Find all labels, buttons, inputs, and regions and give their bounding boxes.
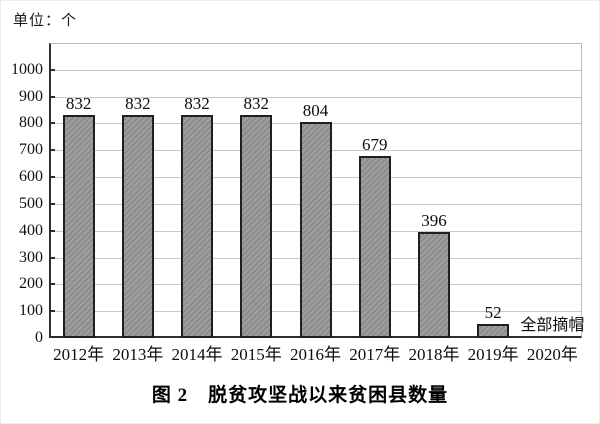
bar-value-label: 679 — [361, 134, 388, 154]
y-tick-label: 100 — [19, 302, 43, 320]
y-tick-label: 200 — [19, 275, 43, 293]
y-tick-label: 900 — [19, 87, 43, 105]
y-tick-mark — [49, 149, 55, 152]
unit-label: 单位：个 — [13, 13, 78, 29]
y-tick-label: 300 — [19, 248, 43, 266]
gridline — [51, 96, 581, 98]
y-tick-mark — [49, 283, 55, 286]
annotation-label: 全部摘帽 — [520, 317, 585, 334]
bar-2014年 — [181, 114, 214, 338]
bar-2015年 — [240, 114, 273, 338]
x-tick-label: 2012年 — [53, 345, 105, 364]
x-tick-label: 2017年 — [349, 345, 401, 364]
y-tick-label: 400 — [19, 221, 43, 239]
bar-2019年 — [477, 324, 510, 338]
y-tick-mark — [49, 256, 55, 259]
figure-caption: 图 2 脱贫攻坚战以来贫困县数量 — [151, 385, 449, 406]
x-tick-label: 2013年 — [112, 345, 164, 364]
y-tick-mark — [49, 202, 55, 205]
y-tick-mark — [49, 176, 55, 179]
bar-2017年 — [358, 155, 391, 338]
bar-value-label: 832 — [125, 93, 151, 113]
x-tick-label: 2014年 — [171, 345, 223, 364]
gridline — [51, 69, 581, 71]
bar-value-label: 804 — [302, 101, 329, 121]
y-tick-mark — [49, 229, 55, 232]
y-tick-mark — [49, 95, 55, 98]
bar-value-label: 832 — [65, 93, 92, 113]
x-tick-label: 2018年 — [408, 345, 460, 364]
x-tick-label: 2020年 — [526, 345, 578, 364]
bar-value-label: 396 — [421, 210, 447, 230]
x-tick-label: 2016年 — [290, 345, 341, 364]
x-tick-label: 2019年 — [467, 345, 519, 364]
x-tick-label: 2015年 — [230, 345, 282, 364]
y-tick-label: 500 — [19, 194, 43, 212]
bar-2018年 — [417, 231, 450, 338]
bar-value-label: 52 — [484, 303, 502, 323]
y-tick-label: 700 — [19, 141, 43, 159]
y-tick-label: 1000 — [11, 60, 43, 78]
bar-2012年 — [62, 114, 95, 338]
bar-2016年 — [299, 122, 332, 338]
y-tick-label: 600 — [19, 168, 43, 186]
y-tick-mark — [49, 68, 55, 71]
y-tick-mark — [49, 310, 55, 313]
bar-value-label: 832 — [184, 93, 210, 113]
bar-2013年 — [121, 114, 154, 338]
y-tick-label: 800 — [19, 114, 43, 132]
bar-value-label: 832 — [243, 93, 270, 113]
y-tick-label: 0 — [35, 329, 43, 346]
y-tick-mark — [49, 122, 55, 125]
